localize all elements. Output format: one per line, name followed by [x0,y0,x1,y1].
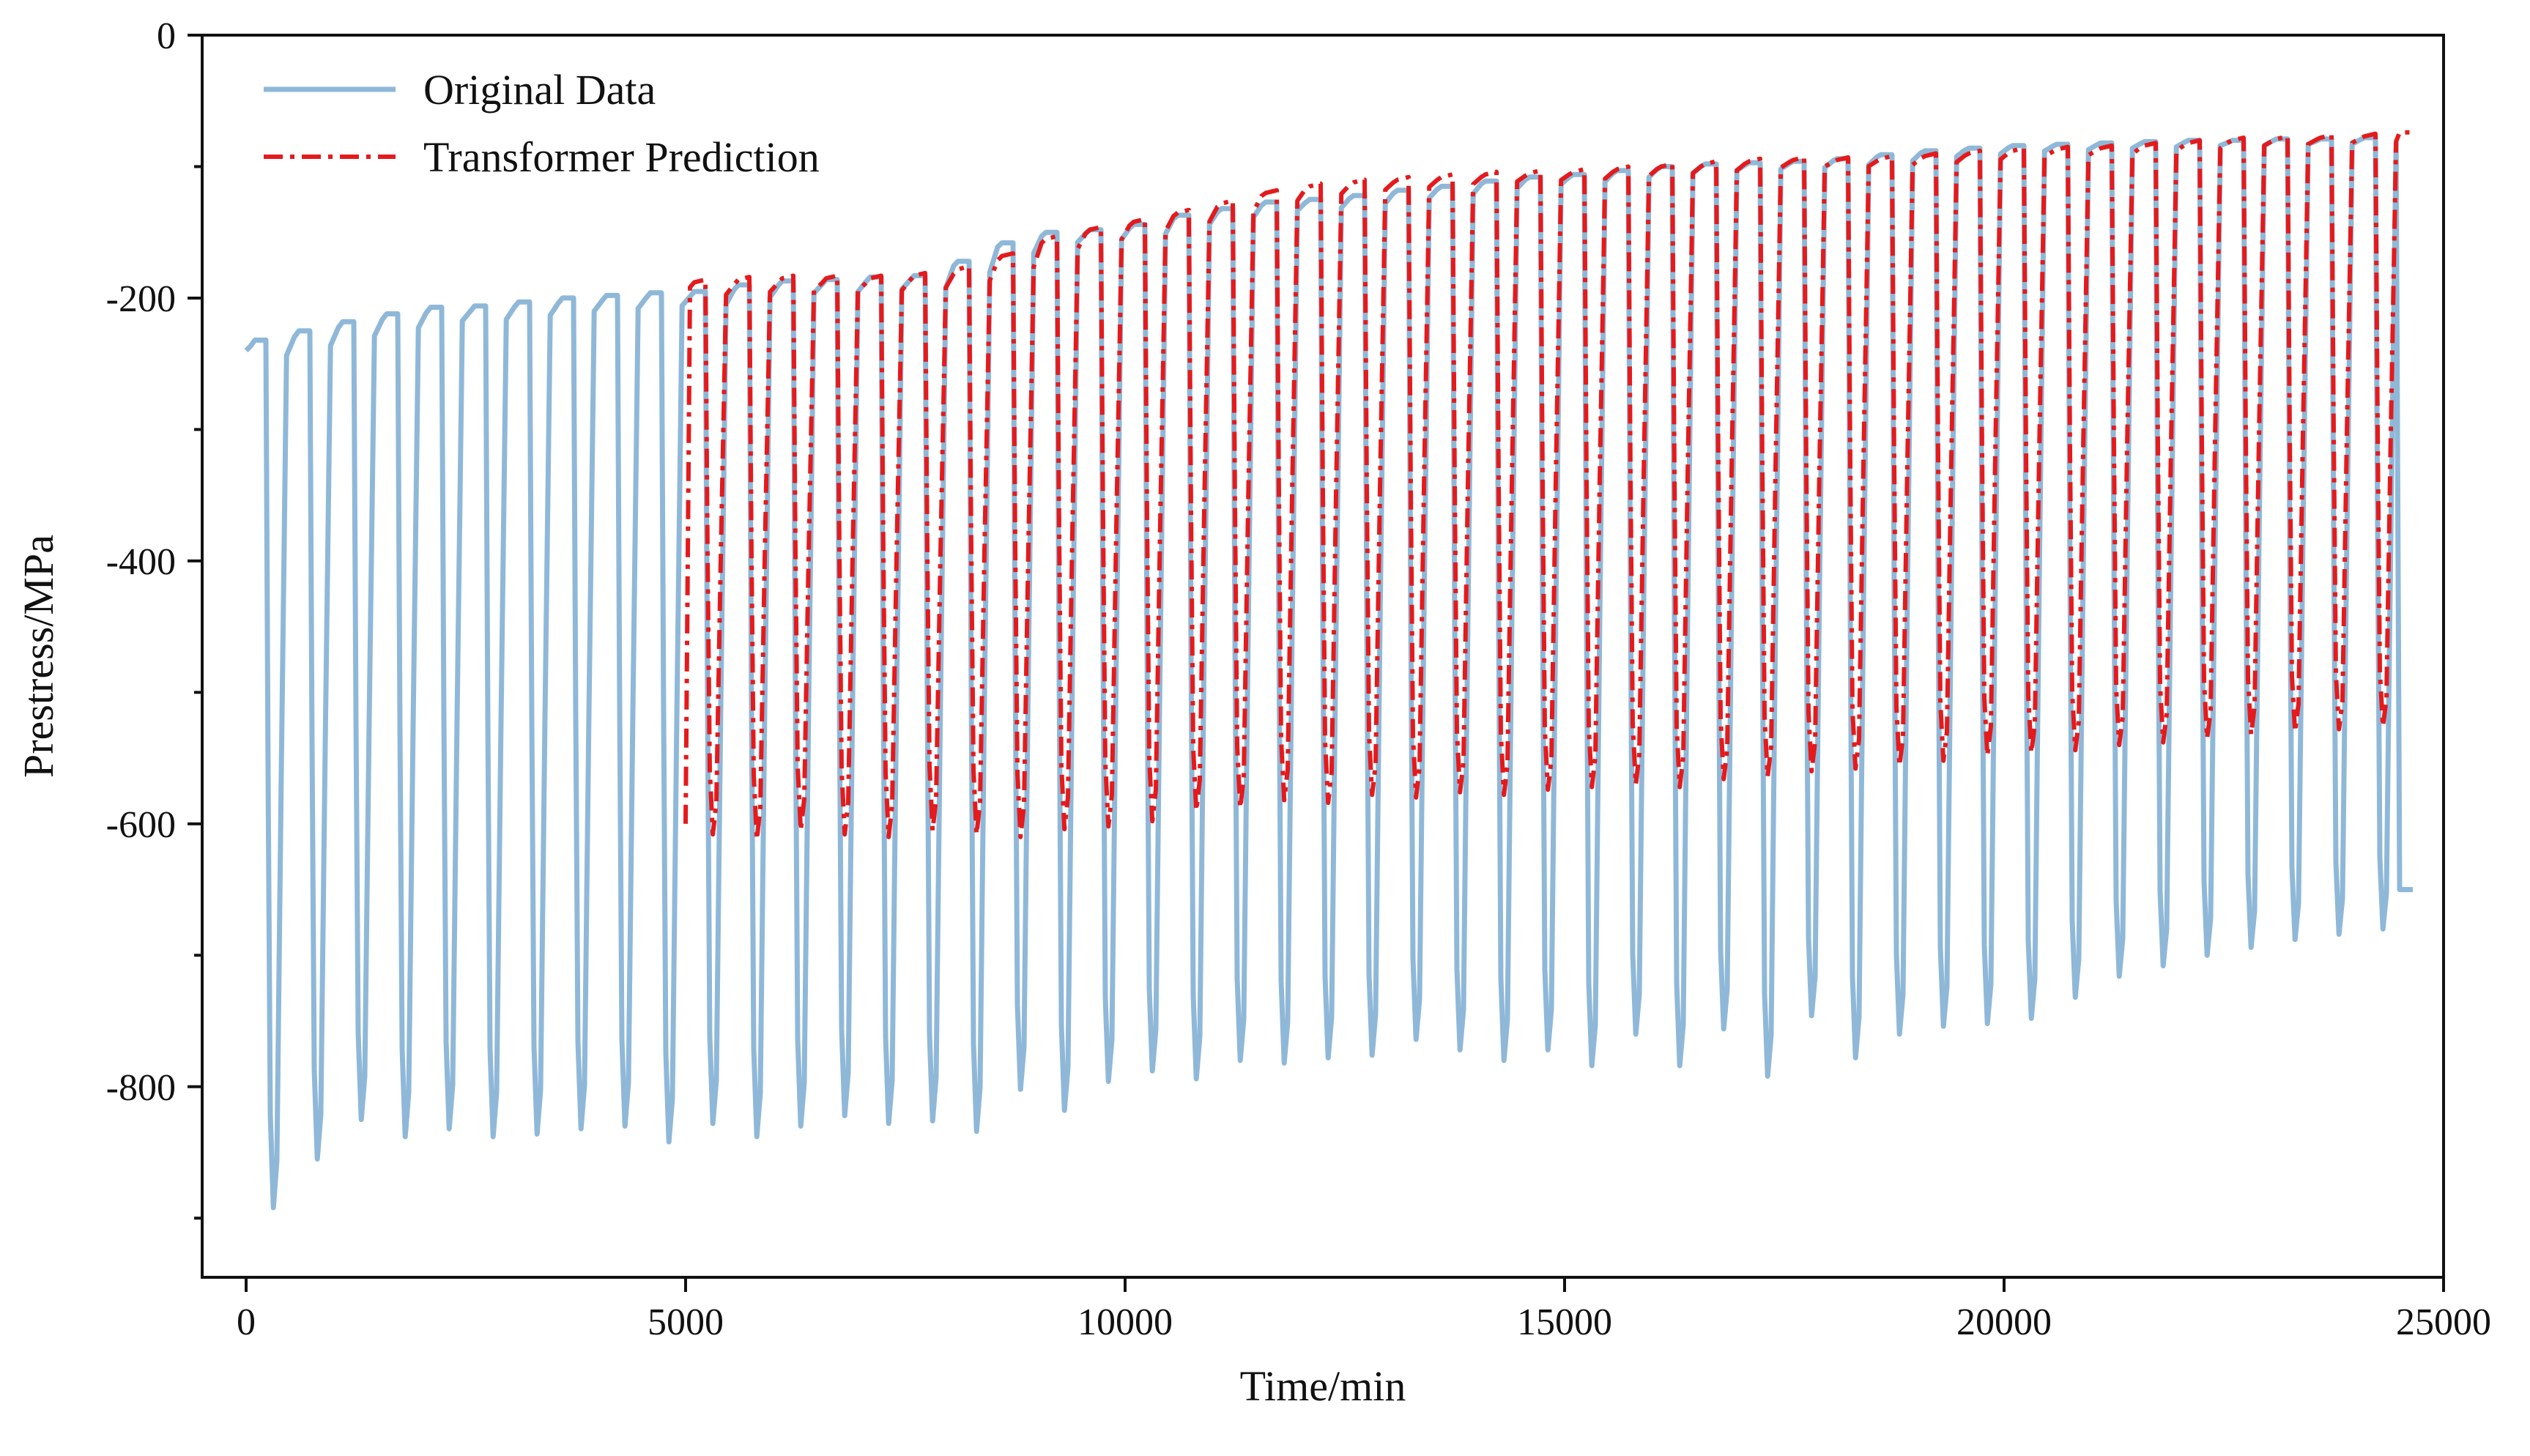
x-tick-label: 5000 [648,1301,724,1343]
x-axis-label: Time/min [1240,1362,1406,1410]
y-tick-label: -800 [106,1067,176,1109]
y-tick-label: 0 [157,15,176,57]
legend-label-0: Original Data [423,66,656,114]
plot-lines [244,130,2413,1211]
y-tick-label: -600 [106,804,176,846]
axes: 0 5000 10000 15000 20000 25000 0 -200 -400 -600 -8… [106,15,2491,1343]
x-tick-label: 10000 [1077,1301,1173,1343]
series-line-0 [244,135,2413,1211]
series-line-1 [683,130,2413,842]
y-axis-label: Prestress/MPa [15,535,62,778]
x-tick-label: 25000 [2396,1301,2491,1343]
x-tick-label: 20000 [1956,1301,2052,1343]
legend: Original Data Transformer Prediction [264,66,820,181]
y-tick-label: -200 [106,278,176,320]
y-tick-label: -400 [106,541,176,583]
plot-frame [201,34,2445,1279]
legend-label-1: Transformer Prediction [423,133,820,181]
x-tick-label: 15000 [1517,1301,1612,1343]
x-tick-label: 0 [237,1301,256,1343]
